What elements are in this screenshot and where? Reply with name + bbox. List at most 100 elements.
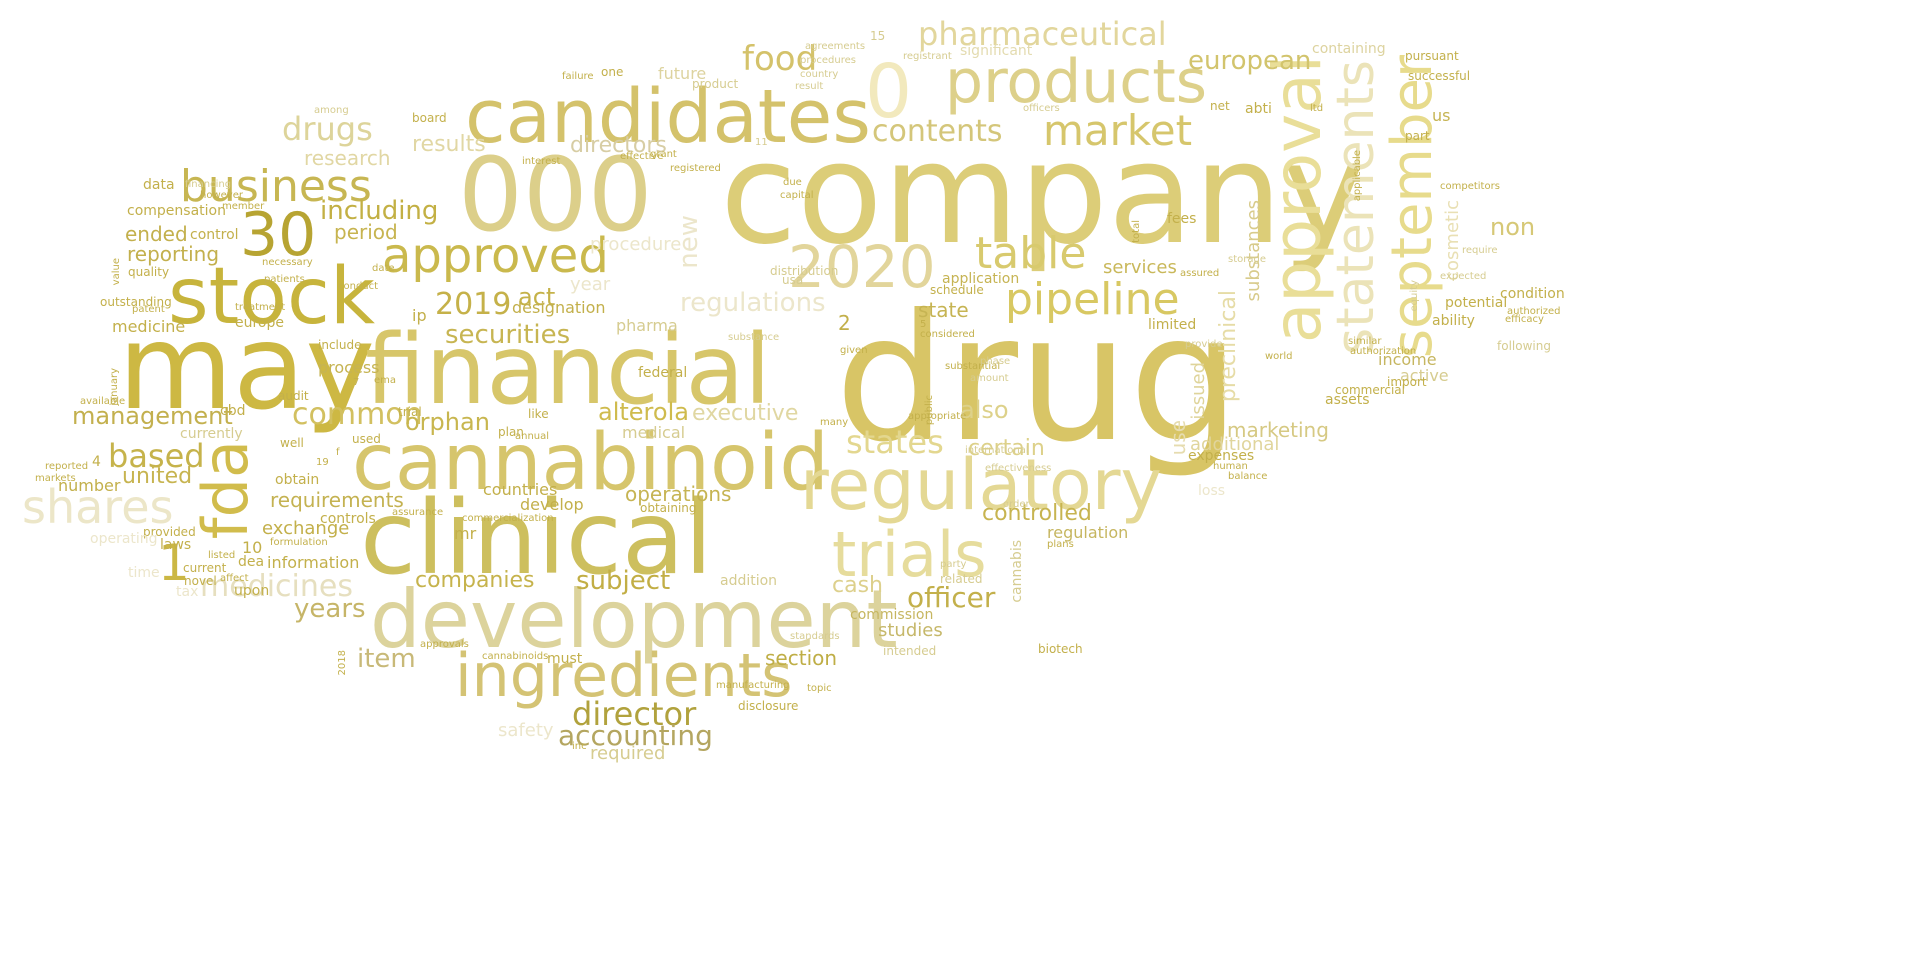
cloud-word: 2020 [788,233,936,301]
cloud-word: standards [790,631,840,642]
cloud-word: among [314,105,349,116]
cloud-word: information [267,553,360,572]
cloud-word: many [820,417,849,428]
cloud-word: phase [980,356,1011,367]
cloud-word: ingredients [455,641,793,711]
cloud-word: grant [650,149,677,160]
cloud-word: state [918,298,969,322]
cloud-word: europe [235,315,284,331]
cloud-word: cannabinoids [482,651,549,662]
cloud-word: medicines [200,569,353,604]
cloud-word: directors [570,133,667,158]
cloud-word: due [783,177,802,188]
cloud-word: intended [883,644,937,658]
cloud-word: quality [128,265,170,279]
cloud-word: 2 [838,311,851,335]
cloud-word: available [80,396,126,407]
cloud-word: markets [35,473,76,484]
cloud-word: manufacturing [716,680,790,691]
cloud-word: shares [22,480,174,534]
cloud-word: pharmaceutical [918,15,1167,53]
cloud-word: use [1166,420,1190,456]
cloud-word: companies [415,568,535,593]
cloud-word: additional [1190,434,1280,455]
cloud-word: ability [1432,313,1475,329]
cloud-word: substance [728,332,780,343]
cloud-word: biotech [1038,642,1083,656]
cloud-word: 30 [240,200,317,270]
cloud-word: orphan [405,408,490,436]
cloud-word: active [1400,366,1449,385]
cloud-word: import [1387,375,1427,389]
cloud-word: currently [180,426,243,442]
cloud-word: 19 [316,457,329,468]
cloud-word: date [372,263,395,274]
cloud-word: obtaining [640,501,697,515]
cloud-word: like [528,407,549,421]
cloud-word: 10 [242,538,263,557]
cloud-word: income [1378,350,1437,369]
cloud-word: common [292,397,423,432]
cloud-word: controlled [982,501,1092,526]
cloud-word: total [1131,220,1142,243]
cloud-word: limited [1148,317,1197,333]
cloud-word: tax [176,584,199,600]
cloud-word: one [601,65,624,79]
cloud-word: however [200,190,243,201]
cloud-word: cbd [220,403,246,419]
cloud-word: european [1188,46,1312,76]
cloud-word: amount [970,373,1009,384]
cloud-word: distribution [770,264,839,278]
cloud-word: human [1213,461,1248,472]
cloud-word: executive [692,401,799,426]
cloud-word: must [547,651,583,667]
cloud-word: act [518,283,556,311]
cloud-word: federal [638,365,688,381]
cloud-word: expenses [1188,448,1255,464]
cloud-word: assurance [392,507,444,518]
cloud-word: drugs [282,110,373,148]
cloud-word: provide [1185,339,1223,350]
cloud-word: commission [850,607,934,623]
cloud-word: research [304,146,391,170]
cloud-word: capital [780,190,814,201]
cloud-word: expected [1440,271,1487,282]
cloud-word: patients [264,274,305,285]
cloud-word: substances [1243,200,1264,302]
cloud-word: include [318,338,362,352]
cloud-word: officers [1023,103,1060,114]
cloud-word: given [840,345,868,356]
cloud-word: product [692,77,739,91]
cloud-word: time [128,565,160,581]
cloud-word: designation [512,298,606,317]
cloud-word: considered [920,329,975,340]
cloud-word: pursuant [1405,49,1459,63]
cloud-word: company [720,113,1366,276]
cloud-word: commercialization [462,513,554,524]
cloud-word: subject [576,566,671,596]
cloud-word: contents [872,114,1003,149]
cloud-word: patent [132,304,165,315]
cloud-word: upon [234,583,270,599]
cloud-word: exchange [262,518,350,539]
cloud-word: period [334,220,398,244]
cloud-word: officer [907,581,996,614]
cloud-word: ip [412,306,427,325]
cloud-word: equity [1409,280,1420,312]
cloud-word: value [111,258,122,286]
cloud-word: products [945,47,1208,117]
cloud-word: potential [1445,295,1508,311]
cloud-word: future [658,64,707,83]
cloud-word: order [1003,499,1030,510]
cloud-word: regulation [1047,523,1129,542]
cloud-word: food [742,39,818,79]
cloud-word: trials [832,518,987,591]
cloud-word: registrant [903,51,952,62]
cloud-word: regulations [680,288,826,318]
cloud-word: year [570,274,611,295]
cloud-word: medical [622,423,686,442]
cloud-word: 2018 [337,650,348,676]
cloud-word: cannabinoid [352,418,829,508]
cloud-word: securities [445,320,571,350]
